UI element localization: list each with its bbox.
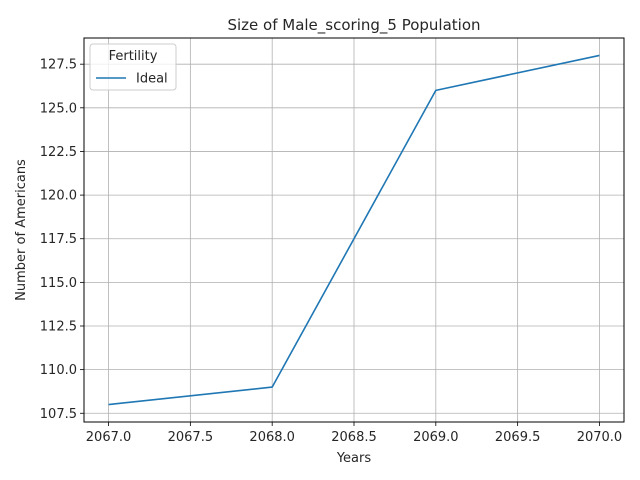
chart-title: Size of Male_scoring_5 Population bbox=[227, 16, 480, 35]
y-tick-label: 115.0 bbox=[40, 276, 77, 291]
legend-title: Fertility bbox=[109, 49, 158, 64]
y-tick-label: 117.5 bbox=[40, 232, 77, 247]
y-tick-label: 112.5 bbox=[40, 320, 77, 335]
legend-label-ideal: Ideal bbox=[136, 72, 168, 87]
y-tick-label: 122.5 bbox=[40, 145, 77, 160]
x-tick-label: 2068.0 bbox=[249, 430, 295, 445]
y-tick-label: 120.0 bbox=[40, 189, 77, 204]
y-tick-label: 107.5 bbox=[40, 407, 77, 422]
x-tick-label: 2067.0 bbox=[86, 430, 132, 445]
x-axis-label: Years bbox=[336, 451, 372, 466]
y-tick-label: 127.5 bbox=[40, 58, 77, 73]
legend: Fertility Ideal bbox=[90, 44, 176, 90]
x-tick-label: 2067.5 bbox=[168, 430, 214, 445]
y-axis-label: Number of Americans bbox=[14, 159, 29, 301]
x-tick-label: 2069.0 bbox=[413, 430, 459, 445]
y-tick-label: 125.0 bbox=[40, 101, 77, 116]
x-tick-label: 2068.5 bbox=[331, 430, 377, 445]
x-tick-label: 2069.5 bbox=[495, 430, 541, 445]
y-tick-label: 110.0 bbox=[40, 363, 77, 378]
x-tick-label: 2070.0 bbox=[577, 430, 623, 445]
